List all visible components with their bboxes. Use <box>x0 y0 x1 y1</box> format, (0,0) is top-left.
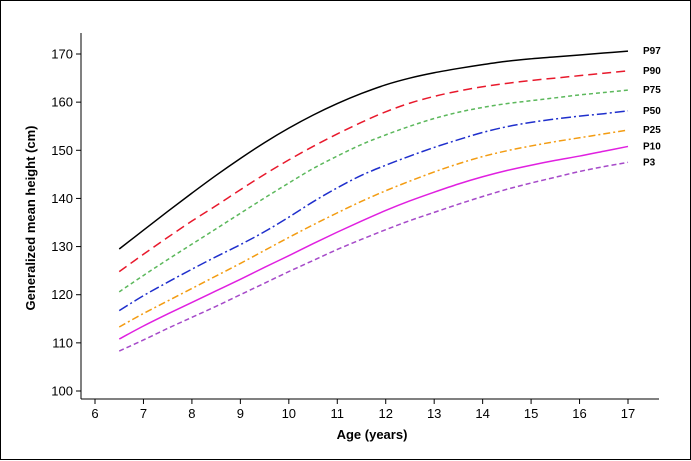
series-label-p25: P25 <box>643 125 661 136</box>
x-tick-label: 11 <box>331 406 345 421</box>
axes: 6 7 8 9 10 11 12 13 14 15 16 17 100 110 120 130 140 150 16… <box>51 33 659 421</box>
x-tick-label: 16 <box>572 406 586 421</box>
series-line-p3 <box>118 161 629 352</box>
series-line-p90 <box>118 70 629 273</box>
series-label-p75: P75 <box>643 85 661 96</box>
series-label-p90: P90 <box>643 66 661 77</box>
y-tick-label: 130 <box>51 239 73 254</box>
x-tick-label: 12 <box>378 406 392 421</box>
y-tick-label: 110 <box>52 335 73 350</box>
series-labels: P97 P90 P75 P50 P25 P10 P3 <box>643 46 661 168</box>
x-tick-label: 6 <box>91 406 98 421</box>
x-tick-label: 15 <box>524 406 538 421</box>
series-line-p97 <box>118 50 629 250</box>
series-label-p3: P3 <box>643 157 656 168</box>
series-label-p10: P10 <box>643 141 661 152</box>
x-tick-label: 10 <box>282 406 296 421</box>
series-label-p97: P97 <box>643 46 661 57</box>
y-tick-label: 120 <box>51 287 73 302</box>
x-tick-label: 9 <box>237 406 244 421</box>
series-line-p75 <box>118 89 629 293</box>
x-tick-label: 17 <box>621 406 635 421</box>
x-tick-label: 13 <box>427 406 441 421</box>
y-tick-label: 170 <box>51 47 73 62</box>
y-tick-label: 150 <box>51 143 73 158</box>
series-line-p10 <box>118 145 629 340</box>
x-tick-label: 14 <box>475 406 489 421</box>
y-axis-title: Generalized mean height (cm) <box>23 126 38 311</box>
y-tick-label: 100 <box>51 384 73 399</box>
x-axis-title: Age (years) <box>337 427 408 442</box>
series-line-p25 <box>118 129 629 328</box>
x-tick-label: 8 <box>188 406 195 421</box>
series-line-p50 <box>118 110 629 312</box>
series-layer <box>118 50 629 352</box>
x-tick-label: 7 <box>140 406 147 421</box>
y-tick-label: 160 <box>51 95 73 110</box>
y-tick-label: 140 <box>51 191 73 206</box>
series-label-p50: P50 <box>643 106 661 117</box>
